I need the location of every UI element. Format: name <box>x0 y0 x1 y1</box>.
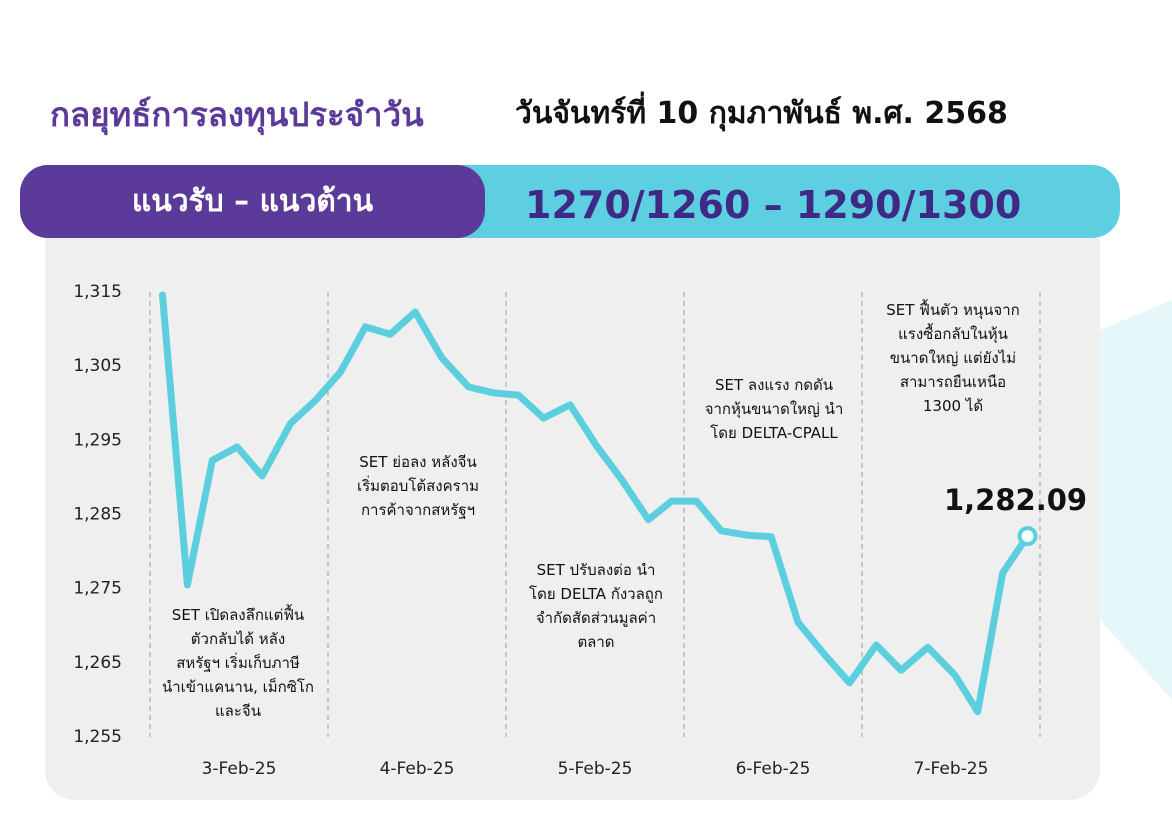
banner-label: แนวรับ – แนวต้าน <box>131 184 374 219</box>
y-tick-label: 1,275 <box>73 579 122 599</box>
y-tick-label: 1,265 <box>73 653 122 673</box>
banner-value: 1270/1260 – 1290/1300 <box>525 183 1022 227</box>
y-tick-label: 1,285 <box>73 505 122 525</box>
x-tick-label: 5-Feb-25 <box>558 759 633 779</box>
x-tick-label: 6-Feb-25 <box>736 759 811 779</box>
title: กลยุทธ์การลงทุนประจำวัน <box>50 95 424 134</box>
y-tick-label: 1,255 <box>73 727 122 747</box>
chart-card <box>45 238 1100 800</box>
x-tick-label: 3-Feb-25 <box>202 759 277 779</box>
decor-shape <box>1100 300 1172 700</box>
annotation: SET ย่อลง หลังจีน เริ่มตอบโต้สงคราม การค… <box>356 453 480 519</box>
banner-pill <box>20 165 485 238</box>
y-tick-label: 1,295 <box>73 430 122 450</box>
line <box>158 291 1032 716</box>
y-tick-label: 1,315 <box>73 282 122 302</box>
y-tick-label: 1,305 <box>73 356 122 376</box>
annotation: SET ปรับลงต่อ นำ โดย DELTA กังวลถูก จำกั… <box>529 561 663 651</box>
value-label: 1,282.09 <box>944 483 1087 517</box>
end-marker <box>1017 526 1038 547</box>
day-dividers <box>149 292 1041 737</box>
x-tick-label: 7-Feb-25 <box>914 759 989 779</box>
annotation: SET เปิดลงลึกแต่ฟื้น ตัวกลับได้ หลัง สหร… <box>161 606 315 720</box>
annotation: SET ลงแรง กดดัน จากหุ้นขนาดใหญ่ นำ โดย D… <box>704 376 844 442</box>
x-tick-label: 4-Feb-25 <box>380 759 455 779</box>
date: วันจันทร์ที่ 10 กุมภาพันธ์ พ.ศ. 2568 <box>515 96 1008 131</box>
annotation: SET ฟื้นตัว หนุนจาก แรงซื้อกลับในหุ้น ขน… <box>886 301 1020 415</box>
